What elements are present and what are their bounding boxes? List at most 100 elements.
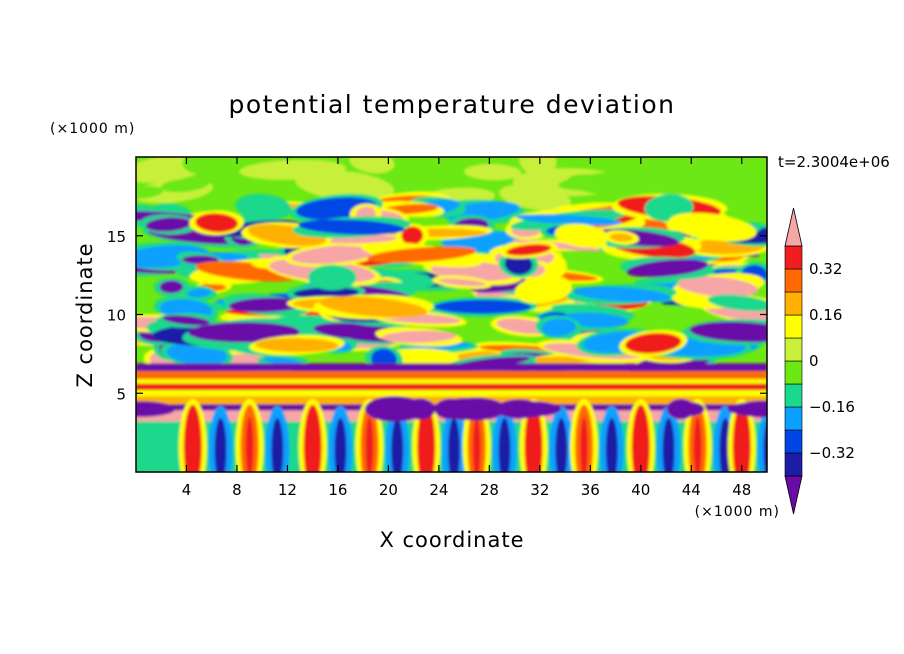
colorbar-over-triangle: [784, 207, 803, 247]
contour-cell: [464, 163, 522, 181]
x-tick-label: 36: [581, 481, 600, 499]
contour-cell: [636, 416, 645, 472]
contour-cell: [271, 417, 284, 472]
contour-cell: [737, 416, 746, 472]
contour-cell: [448, 417, 461, 472]
contour-cell: [422, 416, 431, 472]
contour-cell: [555, 417, 568, 472]
contour-cell: [162, 315, 211, 326]
contour-cell: [626, 259, 709, 278]
contour-cell: [693, 416, 702, 472]
y-tick-label: 5: [116, 385, 126, 403]
x-tick-label: 40: [631, 481, 650, 499]
x-axis-ticks: 4 8 12 16 20 24 28 32 36 40 44 48: [182, 157, 751, 499]
contour-cell: [520, 278, 567, 301]
y-unit-label: (×1000 m): [50, 121, 135, 137]
contour-cell: [689, 321, 767, 343]
contour-cell: [504, 253, 533, 275]
contour-cell: [401, 226, 423, 245]
contour-cell: [182, 157, 229, 175]
colorbar-swatch: [784, 429, 803, 454]
contour-cell: [391, 417, 404, 472]
contour-cell: [727, 401, 767, 417]
contour-cell: [438, 278, 486, 287]
contour-cell: [188, 416, 197, 472]
x-tick-label: 8: [232, 481, 242, 499]
contour-cell: [308, 416, 317, 472]
contour-cell: [313, 267, 351, 288]
stripe-band: [136, 379, 767, 384]
contour-cell: [580, 416, 589, 472]
contour-cell: [609, 233, 633, 242]
y-axis-label: Z coordinate: [73, 242, 97, 387]
contour-cell: [239, 159, 346, 181]
contour-cell: [262, 357, 302, 365]
contour-cell: [187, 288, 212, 298]
colorbar-swatch: [784, 268, 803, 293]
contour-cell: [349, 157, 395, 174]
contour-cell: [496, 318, 550, 335]
x-tick-label: 4: [182, 481, 192, 499]
contour-cell: [293, 287, 359, 299]
contour-cell: [241, 196, 286, 218]
contour-cell: [245, 416, 254, 472]
y-tick-label: 15: [107, 228, 126, 246]
colorbar-swatch: [784, 452, 803, 477]
contour-cell: [516, 214, 622, 226]
contour-blobs: [136, 157, 767, 472]
colorbar-swatch: [784, 314, 803, 339]
contour-field: [136, 157, 767, 472]
contour-cell: [381, 330, 457, 343]
contour-cell: [650, 197, 688, 219]
chart-title: potential temperature deviation: [229, 90, 676, 119]
y-tick-label: 10: [107, 307, 126, 325]
contour-cell: [445, 397, 507, 421]
contour-cell: [365, 416, 374, 472]
contour-cell: [161, 177, 210, 193]
contour-cell: [367, 246, 477, 263]
contour-cell: [290, 245, 378, 264]
x-tick-label: 32: [530, 481, 549, 499]
contour-cell: [159, 280, 184, 294]
contour-cell: [567, 174, 620, 195]
y-axis-ticks: 5 10 15: [107, 228, 767, 403]
colorbar-tick-label: 0.16: [809, 306, 842, 324]
contour-cell: [572, 286, 671, 303]
contour-cell: [666, 398, 695, 420]
x-tick-label: 48: [732, 481, 751, 499]
colorbar-tick-label: 0.32: [809, 260, 842, 278]
contour-cell: [529, 416, 538, 472]
contour-cell: [506, 244, 552, 256]
contour-cell: [145, 217, 192, 232]
colorbar-under-triangle: [784, 475, 803, 515]
contour-cell: [713, 298, 767, 308]
colorbar-swatch: [784, 360, 803, 385]
contour-cell: [677, 276, 759, 298]
contour-cell: [499, 184, 571, 211]
contour-cell: [674, 216, 751, 238]
time-label: t=2.3004e+06: [778, 153, 890, 171]
contour-cell: [472, 416, 481, 472]
x-tick-label: 44: [682, 481, 701, 499]
colorbar-swatch: [784, 406, 803, 431]
contour-cell: [663, 165, 728, 191]
colorbar-swatch: [784, 245, 803, 270]
stripe-band: [136, 363, 767, 372]
contour-cell: [228, 297, 304, 313]
x-tick-label: 28: [480, 481, 499, 499]
contour-cell: [662, 417, 675, 472]
stripe-band: [136, 371, 767, 380]
contour-cell: [188, 322, 300, 343]
contour-cell: [625, 333, 682, 354]
colorbar-tick-label: 0: [809, 352, 819, 370]
contour-cell: [298, 219, 405, 235]
contour-cell: [496, 399, 542, 419]
contour-cell: [136, 186, 164, 199]
contour-cell: [541, 318, 576, 337]
contour-cell: [195, 213, 238, 233]
contour-cell: [319, 296, 428, 318]
colorbar-swatch: [784, 291, 803, 316]
contour-cell: [364, 396, 425, 422]
colorbar-swatch: [784, 383, 803, 408]
